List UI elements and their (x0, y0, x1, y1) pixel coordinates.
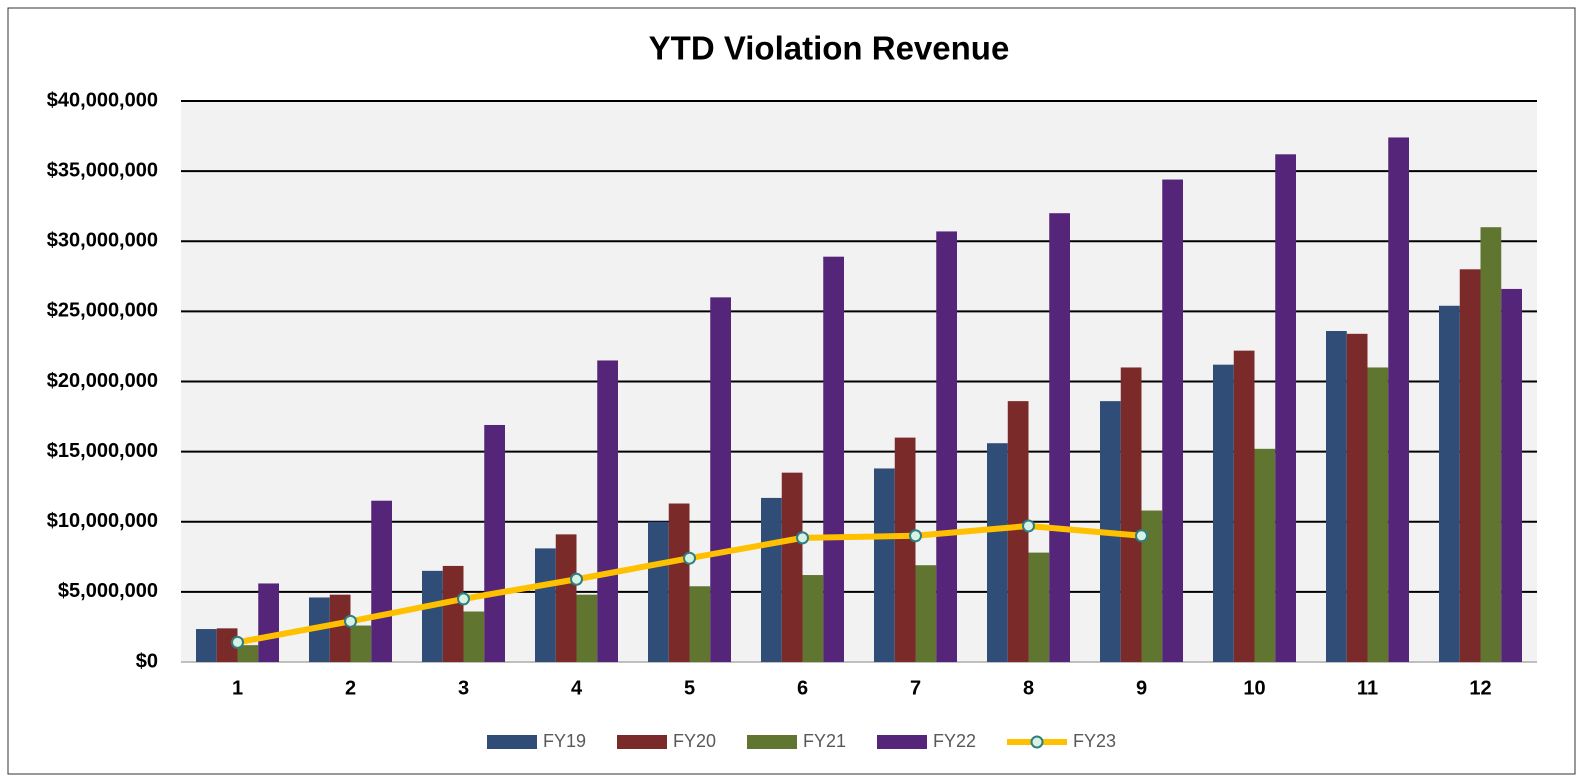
legend-label: FY21 (803, 731, 846, 751)
bar (237, 645, 259, 662)
bar (1141, 510, 1163, 662)
x-tick-label: 12 (1469, 677, 1491, 699)
x-tick-label: 9 (1136, 677, 1147, 699)
bar (874, 468, 895, 662)
legend-swatch (877, 735, 927, 749)
bar (258, 583, 279, 662)
bar (350, 625, 372, 662)
line-marker (570, 572, 583, 586)
bar (710, 297, 731, 662)
bar (535, 548, 556, 662)
bar (1028, 552, 1050, 662)
bar (422, 570, 443, 662)
legend-swatch (487, 735, 537, 749)
bar (915, 565, 937, 662)
y-tick-label: $20,000,000 (47, 370, 158, 392)
bar (802, 575, 824, 662)
bar (216, 628, 238, 662)
bar (1275, 154, 1296, 663)
bar (463, 611, 485, 662)
bar (1388, 137, 1409, 663)
bar (936, 231, 957, 662)
bar (1213, 364, 1234, 662)
line-marker (796, 531, 809, 545)
bar (1326, 331, 1347, 662)
x-tick-label: 5 (684, 677, 695, 699)
bar (371, 500, 392, 662)
bar (1501, 288, 1522, 662)
bar (1346, 333, 1368, 662)
bar (668, 503, 690, 662)
legend-label: FY20 (673, 731, 716, 751)
legend-swatch (747, 735, 797, 749)
bar (1459, 269, 1481, 662)
x-tick-label: 6 (797, 677, 808, 699)
bar (597, 360, 618, 662)
bar (1367, 367, 1389, 662)
line-marker (683, 551, 696, 565)
bar (196, 629, 217, 662)
x-tick-label: 4 (571, 677, 583, 699)
legend-label: FY19 (543, 731, 586, 751)
line-marker (1135, 529, 1148, 543)
bar (1162, 179, 1183, 663)
chart-title: YTD Violation Revenue (649, 30, 1010, 67)
bar (1480, 227, 1502, 662)
y-tick-label: $0 (136, 650, 158, 672)
line-marker (1022, 519, 1035, 533)
bar (823, 256, 844, 662)
bar (1007, 401, 1029, 662)
y-tick-label: $25,000,000 (47, 300, 158, 322)
legend-label: FY22 (933, 731, 976, 751)
x-tick-label: 2 (345, 677, 356, 699)
bar (1254, 448, 1276, 662)
y-tick-label: $35,000,000 (47, 159, 158, 181)
bar (555, 534, 577, 662)
x-tick-label: 1 (232, 677, 243, 699)
legend-label: FY23 (1073, 731, 1116, 751)
y-tick-label: $10,000,000 (47, 510, 158, 532)
bar (1120, 367, 1142, 662)
bar (1049, 213, 1070, 662)
y-tick-label: $15,000,000 (47, 440, 158, 462)
bar (329, 594, 351, 662)
legend-swatch (617, 735, 667, 749)
line-marker (457, 592, 470, 606)
y-tick-label: $5,000,000 (58, 580, 158, 602)
x-tick-label: 10 (1243, 677, 1265, 699)
y-tick-label: $30,000,000 (47, 230, 158, 252)
legend-marker (1030, 735, 1044, 749)
bar (442, 565, 464, 662)
bar (576, 594, 598, 662)
bar (894, 437, 916, 662)
x-tick-label: 11 (1357, 677, 1378, 699)
bar (484, 424, 505, 662)
line-marker (909, 529, 922, 543)
bar (761, 497, 782, 662)
bar (987, 443, 1008, 662)
bar (1439, 305, 1460, 662)
x-tick-label: 3 (458, 677, 469, 699)
x-tick-label: 7 (910, 677, 921, 699)
y-tick-label: $40,000,000 (47, 89, 158, 111)
line-marker (344, 614, 357, 628)
x-tick-label: 8 (1023, 677, 1034, 699)
line-marker (231, 635, 244, 649)
bar (648, 521, 669, 662)
bar (1233, 350, 1255, 662)
bar (781, 472, 803, 662)
bar (689, 586, 711, 662)
